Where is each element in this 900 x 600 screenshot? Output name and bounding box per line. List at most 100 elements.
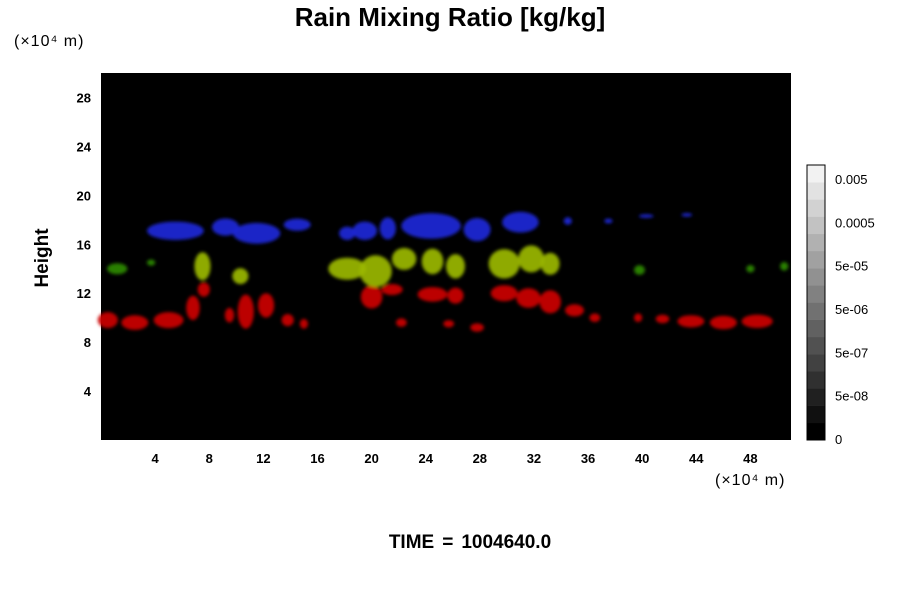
field-blob (604, 218, 613, 224)
colorbar-segment (807, 371, 825, 389)
field-blob (237, 294, 254, 329)
field-blob (197, 282, 210, 297)
x-tick-label: 4 (152, 451, 160, 466)
colorbar-segment (807, 319, 825, 338)
field-blob (470, 323, 484, 332)
x-tick-label: 48 (743, 451, 757, 466)
x-tick-label: 12 (256, 451, 270, 466)
colorbar-frame (806, 164, 826, 441)
field-blob (447, 287, 464, 304)
x-tick-label: 8 (206, 451, 213, 466)
colorbar-segment (807, 216, 825, 235)
field-blob (232, 222, 281, 244)
field-blob (488, 249, 520, 279)
y-tick-label: 16 (77, 237, 91, 252)
field-blob (224, 307, 235, 323)
field-blob (194, 252, 211, 281)
field-blob (97, 312, 118, 329)
field-blob (299, 318, 308, 329)
x-tick-label: 44 (689, 451, 704, 466)
field-blob (417, 287, 448, 302)
colorbar-segment (807, 165, 825, 183)
field-blob (677, 315, 705, 328)
field-blob (396, 318, 407, 327)
field-layer (107, 259, 789, 275)
colorbar-segment (807, 199, 825, 217)
field-layer (194, 245, 560, 288)
field-blob (258, 293, 275, 318)
field-blob (401, 213, 461, 239)
time-label: TIME (388, 532, 435, 553)
x-tick-label: 40 (635, 451, 649, 466)
time-value: 1004640.0 (461, 532, 552, 553)
field-blob (490, 285, 518, 302)
colorbar-segment (807, 268, 825, 286)
colorbar-segment (807, 285, 825, 303)
field-blob (655, 314, 670, 324)
colorbar-segment (807, 336, 825, 355)
field-blob (352, 221, 377, 240)
y-tick-label: 24 (77, 139, 92, 154)
field-blob (741, 314, 773, 328)
plot-area (101, 73, 791, 440)
field-blob (359, 255, 392, 288)
field-blob (709, 315, 737, 330)
field-blob (328, 257, 367, 280)
field-blob (746, 265, 755, 273)
field-blob (443, 320, 455, 328)
field-blob (283, 218, 311, 231)
field-blob (565, 304, 584, 317)
y-tick-label: 8 (84, 335, 91, 350)
time-equals: = (442, 532, 454, 553)
field-blob (360, 285, 383, 309)
field-blob (463, 218, 491, 242)
colorbar-label: 5e-05 (835, 259, 868, 274)
field-blob (681, 213, 693, 217)
field-blob (539, 290, 561, 314)
x-tick-label: 28 (473, 451, 487, 466)
colorbar-label: 5e-07 (835, 345, 868, 360)
x-tick-label: 20 (364, 451, 378, 466)
field-blob (121, 315, 149, 330)
field-blob (339, 226, 356, 240)
field-blob (391, 247, 417, 270)
colorbar-segment (807, 302, 825, 320)
field-blob (147, 259, 156, 266)
colorbar-segment (807, 250, 825, 269)
field-blob (212, 218, 239, 236)
colorbar-label: 5e-06 (835, 302, 868, 317)
field-blob (638, 214, 654, 218)
time-readout: TIME = 1004640.0 (0, 532, 900, 554)
field-blob (634, 313, 643, 323)
field-blob (379, 217, 396, 240)
chart-title: Rain Mixing Ratio [kg/kg] (294, 2, 606, 32)
y-tick-label: 20 (77, 188, 91, 203)
colorbar-segment (807, 405, 825, 424)
field-blob (421, 248, 444, 275)
field-blob (634, 265, 645, 275)
field-blob (589, 313, 601, 323)
field-blob (186, 295, 200, 321)
field-blob (780, 262, 789, 271)
field-blob (107, 263, 128, 275)
field-blob (281, 314, 294, 327)
field-blob (563, 217, 572, 225)
field-blob (153, 312, 184, 329)
field-blob (446, 254, 465, 279)
field-blob (516, 288, 541, 308)
colorbar-label: 0 (835, 432, 842, 447)
field-blob (540, 252, 560, 275)
field-blob (147, 221, 204, 240)
colorbar-segment (807, 422, 825, 441)
field-layer (97, 282, 773, 332)
colorbar-segment (807, 388, 825, 406)
x-tick-label: 24 (418, 451, 433, 466)
colorbar-label: 0.0005 (835, 215, 875, 230)
x-tick-label: 32 (527, 451, 541, 466)
field-layer (147, 211, 693, 244)
colorbar-label: 0.005 (835, 172, 868, 187)
field-blob (518, 245, 545, 273)
field-blob (381, 284, 403, 295)
x-tick-label: 16 (310, 451, 324, 466)
y-tick-label: 28 (77, 90, 91, 105)
